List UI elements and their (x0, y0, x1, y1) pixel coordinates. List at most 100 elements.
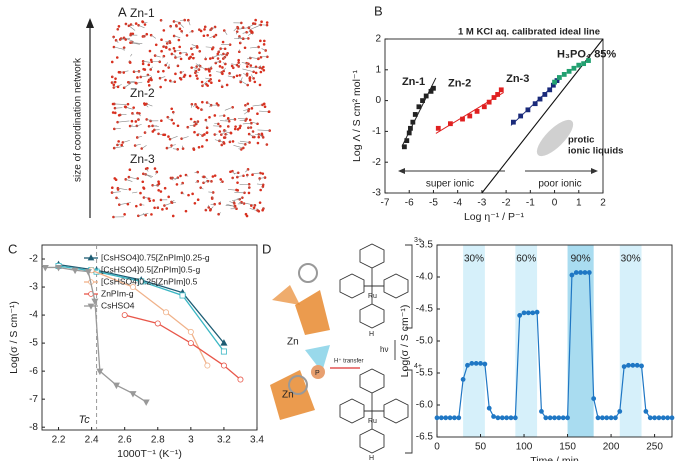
bond (241, 62, 249, 65)
atom (254, 71, 258, 75)
legend-label: ZnPIm-g (101, 288, 134, 298)
atom (162, 45, 165, 48)
bond (171, 199, 175, 203)
atom (122, 71, 126, 74)
bond (208, 191, 214, 193)
atom (193, 130, 196, 134)
marker (634, 362, 640, 368)
x-tick-label: -7 (381, 198, 390, 209)
marker (660, 415, 666, 421)
bond (117, 187, 128, 191)
x-tick-label: 50 (475, 442, 487, 453)
y-tick-label: -3.5 (416, 240, 434, 251)
atom (157, 182, 161, 185)
axis-label: size of coordination network (73, 57, 84, 182)
marker (112, 382, 120, 390)
y-axis-label: Log(σ / S cm⁻¹) (399, 305, 411, 378)
bond (128, 25, 136, 31)
marker (163, 309, 170, 316)
atom (233, 127, 237, 131)
marker (495, 415, 501, 421)
atom (210, 81, 213, 85)
bond (195, 63, 201, 67)
bond (130, 53, 133, 57)
atom (117, 70, 121, 74)
bond (135, 143, 141, 146)
bond (212, 54, 218, 59)
bond (226, 203, 235, 207)
atom (117, 140, 120, 143)
marker (423, 93, 429, 99)
atom (257, 57, 260, 61)
atom (172, 122, 175, 125)
atom (258, 201, 262, 204)
marker (560, 415, 566, 421)
atom (152, 199, 155, 202)
bond (175, 25, 177, 27)
atom (160, 49, 163, 53)
bond (223, 67, 226, 72)
atom (116, 27, 120, 31)
atom (178, 27, 182, 31)
marker (510, 119, 516, 125)
bond (185, 174, 189, 177)
atom (229, 131, 233, 135)
bond (163, 44, 167, 48)
marker (647, 415, 653, 421)
atom (210, 27, 214, 30)
highlight (463, 245, 485, 437)
x-tick-label: -2 (502, 198, 511, 209)
marker (539, 408, 544, 414)
atom (229, 170, 232, 174)
bond (145, 168, 149, 172)
bond (130, 24, 135, 27)
atom (176, 124, 180, 128)
atom (221, 40, 225, 44)
highlight (619, 245, 642, 437)
fit-line (401, 77, 437, 147)
bond (123, 82, 132, 88)
atom (164, 78, 167, 82)
bond (137, 112, 141, 117)
bond (221, 131, 225, 135)
bond (257, 129, 270, 131)
atom (261, 208, 264, 212)
atom (157, 180, 160, 183)
bond (258, 134, 264, 138)
series-label: H₃PO₄ 85% (557, 48, 616, 60)
marker (665, 415, 671, 421)
atom (128, 187, 132, 191)
atom (247, 191, 251, 195)
atom (190, 66, 193, 69)
bond (225, 54, 227, 57)
marker (595, 415, 601, 421)
y-tick-label: -4.5 (416, 304, 434, 315)
atom (116, 143, 119, 147)
bond (235, 31, 238, 35)
bond (158, 133, 163, 136)
atom (162, 69, 165, 73)
atom (235, 74, 239, 78)
marker (87, 254, 95, 261)
marker (499, 415, 505, 421)
bond (204, 176, 208, 179)
bond (115, 40, 119, 43)
bond (238, 62, 240, 64)
atom (259, 39, 262, 43)
atom-label: H (369, 455, 374, 461)
bond (122, 140, 130, 143)
bond (180, 71, 185, 73)
bond (214, 123, 219, 125)
x-tick-label: 1 (576, 198, 582, 209)
marker (581, 61, 587, 67)
marker (582, 270, 588, 275)
bond (142, 213, 146, 216)
bond (232, 198, 240, 201)
marker (465, 362, 470, 368)
bond (223, 56, 226, 59)
atom (236, 181, 239, 184)
atom (141, 62, 145, 66)
bond (193, 104, 196, 108)
marker (401, 144, 407, 150)
atom (192, 148, 196, 151)
